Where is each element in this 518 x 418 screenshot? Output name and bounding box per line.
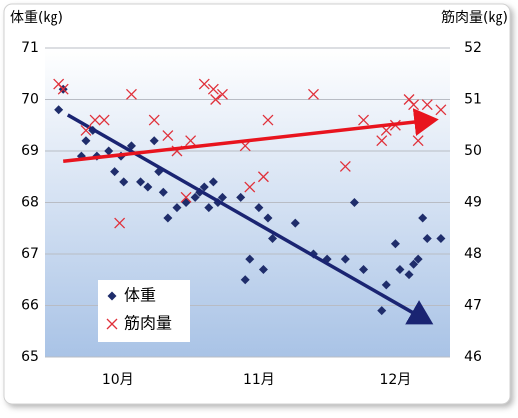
data-point [263, 213, 273, 223]
y-tick-label: 71 [21, 40, 39, 56]
data-point [244, 181, 256, 193]
data-point [245, 254, 255, 264]
data-point [413, 254, 423, 264]
y2-tick-label: 51 [464, 92, 482, 108]
data-point [81, 136, 91, 146]
y2-tick-label: 47 [464, 298, 482, 314]
y-tick-label: 66 [21, 298, 39, 314]
trend-arrow [63, 108, 439, 164]
data-point [204, 203, 214, 213]
data-point [421, 99, 433, 111]
data-point [89, 114, 101, 126]
data-point [190, 192, 200, 202]
data-point [149, 136, 159, 146]
y2-tick-label: 49 [464, 195, 482, 211]
data-point [408, 99, 420, 111]
data-point [104, 146, 114, 156]
legend-marker [107, 291, 117, 301]
data-point [257, 171, 269, 183]
data-point [349, 198, 359, 207]
data-point [339, 160, 351, 172]
data-point [54, 105, 64, 115]
data-point [340, 254, 350, 264]
y-axis-title: 体重(㎏) [10, 10, 63, 26]
data-point [308, 88, 319, 100]
data-point [236, 192, 246, 202]
data-point [148, 114, 160, 126]
y2-tick-label: 52 [464, 40, 482, 56]
data-point [422, 234, 432, 244]
data-point [114, 217, 126, 229]
y-tick-label: 68 [21, 195, 39, 211]
data-point [180, 191, 192, 203]
data-point [207, 83, 219, 95]
data-point [376, 135, 388, 147]
data-point [412, 135, 424, 147]
data-point [290, 218, 300, 228]
data-point [409, 259, 419, 269]
data-point [262, 114, 274, 126]
y2-axis-title: 筋肉量(㎏) [441, 9, 508, 26]
data-point [210, 94, 222, 105]
y2-tick-label: 46 [464, 349, 482, 365]
y-tick-label: 67 [21, 246, 39, 262]
y-tick-label: 70 [21, 92, 39, 108]
data-point [110, 167, 120, 177]
data-point [119, 177, 129, 187]
data-point [404, 270, 414, 280]
data-point [240, 275, 250, 285]
data-point [126, 141, 136, 151]
data-point [143, 182, 153, 192]
data-point [377, 306, 387, 316]
x-tick-label: 12月 [379, 372, 411, 388]
data-point [57, 83, 69, 95]
data-point [381, 280, 391, 290]
legend-box [98, 280, 190, 342]
x-tick-label: 10月 [102, 372, 134, 388]
data-point [390, 239, 400, 249]
data-point [198, 78, 210, 90]
data-point [80, 124, 92, 136]
data-point [136, 177, 146, 187]
legend-label: 筋肉量 [124, 314, 172, 333]
data-point [217, 88, 228, 100]
trend-arrow [66, 113, 434, 325]
data-point [98, 114, 110, 126]
legend-label: 体重 [124, 286, 156, 305]
data-point [254, 203, 264, 213]
data-point [436, 234, 446, 244]
y2-tick-label: 48 [464, 246, 482, 262]
data-point [217, 192, 227, 202]
data-point [395, 264, 405, 274]
data-point [208, 177, 218, 187]
y-tick-label: 65 [21, 349, 39, 365]
data-point [418, 213, 428, 223]
data-point [185, 135, 197, 147]
data-point [172, 203, 182, 213]
data-point [162, 130, 174, 142]
data-point [126, 88, 137, 100]
y2-tick-label: 50 [464, 143, 482, 159]
data-point [359, 264, 369, 274]
legend-marker [106, 318, 118, 330]
data-point [199, 182, 209, 192]
data-point [268, 234, 278, 244]
data-point [258, 264, 268, 274]
y-tick-label: 69 [21, 143, 39, 159]
data-point [358, 114, 369, 126]
data-point [163, 213, 173, 223]
data-point [158, 187, 168, 197]
x-tick-label: 11月 [243, 372, 275, 388]
